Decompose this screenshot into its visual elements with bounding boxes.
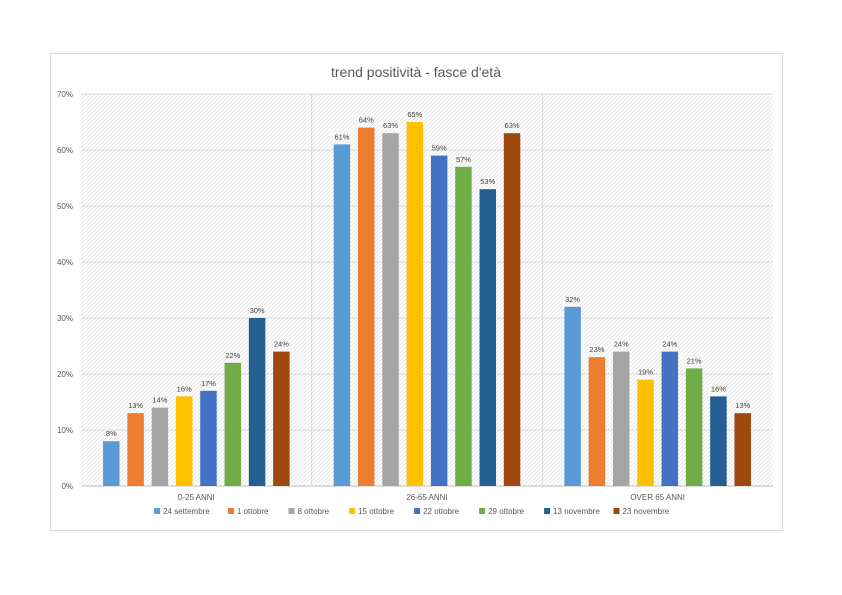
data-label: 16%: [711, 384, 726, 393]
data-label: 24%: [274, 340, 289, 349]
bar: [382, 133, 399, 486]
bar: [127, 413, 144, 486]
data-label: 19%: [638, 368, 653, 377]
data-label: 14%: [152, 396, 167, 405]
chart: trend positività - fasce d'età 0% 10% 20% 3…: [57, 64, 773, 516]
legend-label: 1 ottobre: [237, 507, 269, 516]
bar: [734, 413, 751, 486]
bar: [406, 122, 424, 486]
bar: [200, 390, 217, 486]
bars: [103, 122, 751, 487]
x-tick-label: 0-25 ANNI: [178, 493, 215, 502]
legend-label: 24 settembre: [163, 507, 210, 516]
y-axis: 0% 10% 20% 30% 40% 50% 60% 70%: [57, 90, 73, 491]
legend-label: 8 ottobre: [298, 507, 330, 516]
bar: [358, 127, 375, 486]
y-tick-label: 70%: [57, 90, 73, 99]
bar: [455, 166, 472, 487]
gridlines: [81, 93, 773, 487]
data-label: 30%: [250, 306, 265, 315]
legend-label: 29 ottobre: [488, 507, 525, 516]
bar: [479, 189, 496, 486]
legend-swatch: [227, 508, 234, 514]
legend-swatch: [414, 508, 421, 514]
legend-label: 23 novembre: [623, 507, 670, 516]
bar: [224, 362, 242, 486]
bar: [103, 441, 120, 486]
y-tick-label: 60%: [57, 146, 73, 155]
legend-swatch: [613, 508, 620, 514]
legend-swatch: [288, 508, 295, 514]
bar: [588, 357, 606, 486]
data-label: 53%: [480, 177, 495, 186]
y-tick-label: 30%: [57, 314, 73, 323]
data-label: 57%: [456, 155, 471, 164]
data-label: 16%: [177, 384, 192, 393]
bar: [612, 351, 630, 486]
data-label: 63%: [383, 121, 398, 130]
legend-label: 22 ottobre: [423, 507, 460, 516]
plot-background: [81, 94, 773, 486]
data-label: 22%: [225, 351, 240, 360]
legend-swatch: [544, 508, 551, 514]
x-tick-label: 26-65 ANNI: [406, 493, 447, 502]
chart-title: trend positività - fasce d'età: [331, 64, 501, 80]
y-tick-label: 50%: [57, 202, 73, 211]
data-label: 63%: [505, 121, 520, 130]
data-label: 24%: [614, 340, 629, 349]
data-label: 32%: [565, 295, 580, 304]
data-label: 13%: [735, 401, 750, 410]
data-label: 21%: [687, 356, 702, 365]
plot-area: [81, 94, 773, 486]
bar: [430, 155, 448, 486]
bar: [685, 368, 703, 486]
bar: [333, 144, 351, 486]
bar: [151, 407, 169, 486]
bar: [273, 351, 290, 486]
bar: [564, 306, 581, 486]
legend-swatch: [154, 508, 161, 514]
data-label: 17%: [201, 379, 216, 388]
data-labels: 8% 61% 32% 13% 64% 23% 14% 63% 24% 16% 65% 19% 17% 59…: [106, 110, 751, 438]
legend-swatch: [479, 508, 486, 514]
chart-frame: trend positività - fasce d'età 0% 10% 20% 3…: [50, 53, 783, 531]
x-tick-label: OVER 65 ANNI: [630, 493, 685, 502]
data-label: 64%: [359, 116, 374, 125]
bar: [503, 133, 521, 486]
bar: [175, 396, 193, 486]
y-tick-label: 40%: [57, 258, 73, 267]
data-label: 59%: [432, 144, 447, 153]
legend-label: 13 novembre: [553, 507, 600, 516]
data-label: 61%: [334, 132, 349, 141]
y-tick-label: 0%: [61, 482, 73, 491]
bar: [710, 396, 727, 486]
legend-label: 15 ottobre: [358, 507, 395, 516]
x-axis: 0-25 ANNI 26-65 ANNI OVER 65 ANNI: [178, 493, 685, 502]
legend: 24 settembre 1 ottobre 8 ottobre 15 ottobre…: [154, 507, 670, 516]
data-label: 23%: [589, 345, 604, 354]
y-tick-label: 20%: [57, 370, 73, 379]
y-tick-label: 10%: [57, 426, 73, 435]
bar: [637, 379, 654, 486]
legend-swatch: [349, 508, 356, 514]
data-label: 8%: [106, 429, 117, 438]
data-label: 65%: [407, 110, 422, 119]
data-label: 13%: [128, 401, 143, 410]
bar: [248, 318, 266, 486]
data-label: 24%: [662, 340, 677, 349]
bar: [661, 351, 679, 486]
